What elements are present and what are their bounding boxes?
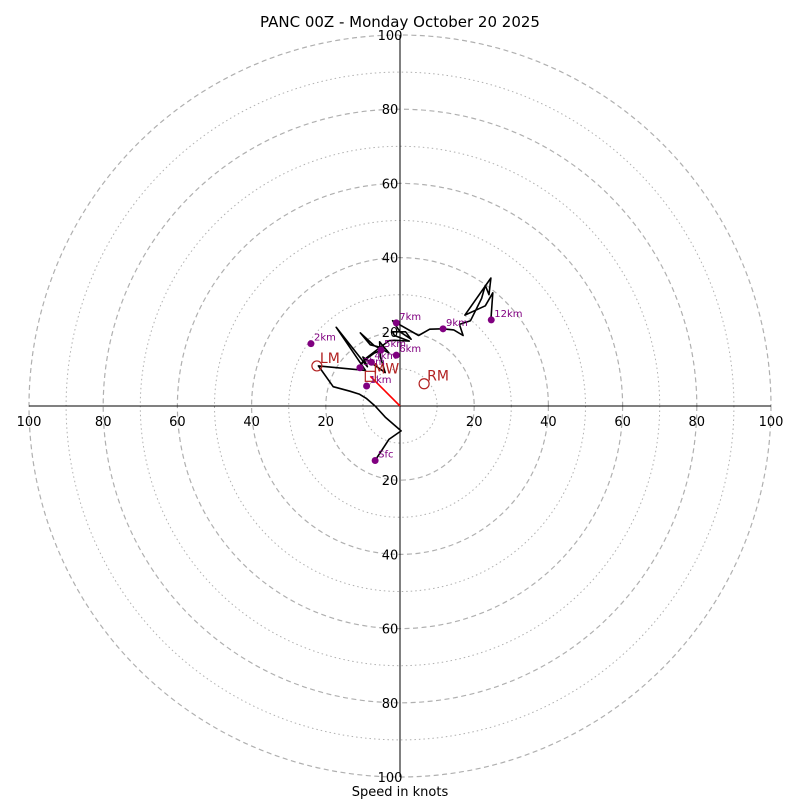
y-tick-label: 60: [382, 177, 399, 192]
height-label-4km: 4km: [374, 351, 396, 362]
height-marker-sfc: [371, 457, 379, 465]
x-tick-label: 100: [17, 415, 42, 430]
x-tick-label: 80: [689, 415, 706, 430]
y-tick-label: 20: [382, 474, 399, 489]
height-marker-6km: [392, 351, 400, 359]
x-tick-label: 60: [169, 415, 186, 430]
x-tick-label: 80: [95, 415, 112, 430]
height-marker-9km: [439, 325, 447, 333]
y-tick-label: 80: [382, 697, 399, 712]
height-label-6km: 6km: [399, 344, 421, 355]
height-marker-3km: [356, 364, 364, 372]
y-tick-label: 40: [382, 252, 399, 267]
x-axis-label: Speed in knots: [352, 785, 449, 800]
height-label-5km: 5km: [384, 339, 406, 350]
y-tick-label: 100: [378, 771, 403, 786]
wind-trace: [317, 277, 494, 461]
height-label-sfc: Sfc: [378, 450, 393, 461]
x-tick-label: 60: [614, 415, 631, 430]
height-label-9km: 9km: [446, 318, 468, 329]
height-label-1km: 1km: [370, 375, 392, 386]
height-marker-4km: [367, 358, 375, 366]
height-marker-2km: [307, 340, 315, 348]
storm-motion-marker-mw: [364, 370, 376, 382]
storm-motion-marker-lm: [311, 360, 323, 372]
height-label-7km: 7km: [399, 312, 421, 323]
x-tick-label: 20: [466, 415, 483, 430]
x-tick-label: 40: [540, 415, 557, 430]
y-tick-label: 20: [382, 326, 399, 341]
storm-motion-markers: RM LM MW: [311, 351, 449, 407]
height-markers: Sfc1km2km3km4km5km6km7km9km12km: [307, 309, 523, 465]
x-tick-label: 100: [759, 415, 784, 430]
y-tick-label: 80: [382, 103, 399, 118]
y-tick-label: 40: [382, 548, 399, 563]
storm-motion-marker-rm: [418, 378, 430, 390]
tick-labels: 100 80 60 40 20 20 40 60 80 100 100 80 60 40 20 20 40 60 8…: [17, 29, 784, 786]
y-tick-label: 60: [382, 623, 399, 638]
storm-motion-label-rm: RM: [427, 369, 449, 385]
height-label-2km: 2km: [314, 333, 336, 344]
wind-trace-line: [317, 277, 494, 461]
x-tick-label: 40: [243, 415, 260, 430]
x-tick-label: 20: [318, 415, 335, 430]
y-tick-label: 100: [378, 29, 403, 44]
height-marker-7km: [392, 319, 400, 327]
height-marker-12km: [487, 316, 495, 324]
height-marker-5km: [377, 346, 385, 354]
height-marker-1km: [363, 382, 371, 390]
storm-motion-label-lm: LM: [320, 351, 340, 367]
chart-title: PANC 00Z - Monday October 20 2025: [260, 13, 540, 31]
height-label-12km: 12km: [494, 309, 522, 320]
storm-motion-label-mw: MW: [373, 361, 399, 377]
